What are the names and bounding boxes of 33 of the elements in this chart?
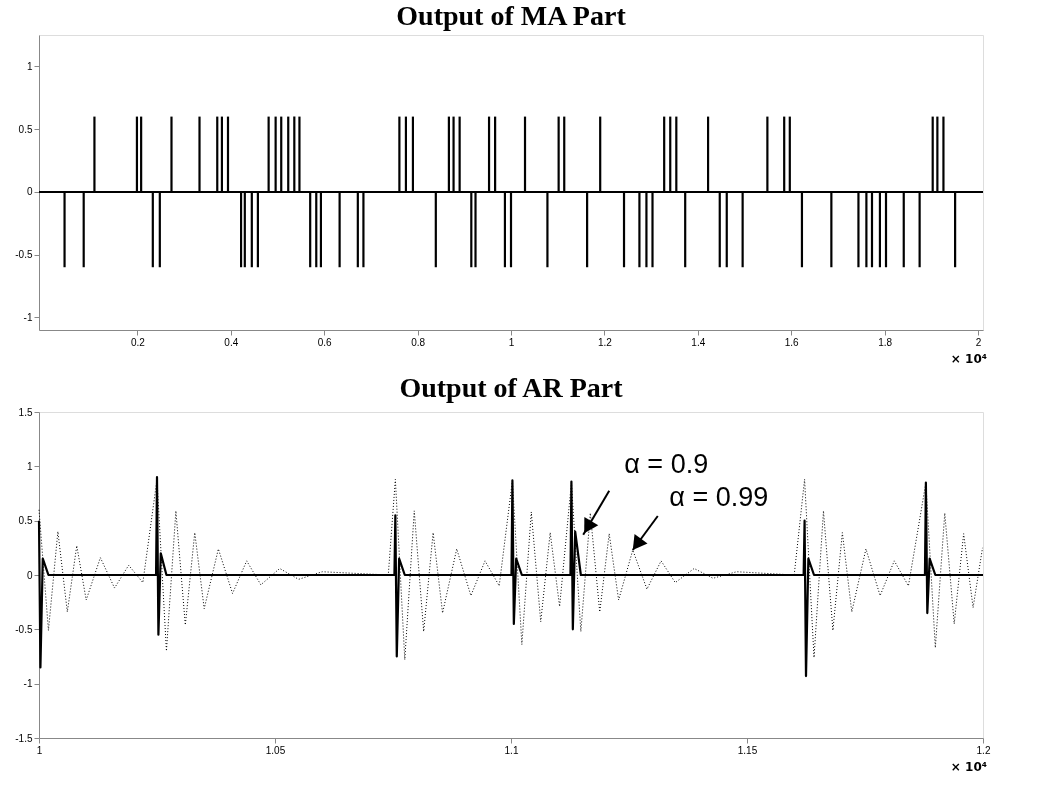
y-tick-label: 1 <box>26 60 33 72</box>
x-tick-label: 1.1 <box>504 744 519 756</box>
text: × 10⁴ <box>950 352 987 366</box>
y-tick-label: -1.5 <box>15 732 33 744</box>
x-tick-label: 1.2 <box>976 744 991 756</box>
x-tick-label: 1.05 <box>265 744 286 756</box>
x-tick-label: 1.4 <box>691 336 706 348</box>
y-tick-label: -1 <box>23 678 33 690</box>
x-tick-label: 0.4 <box>224 336 239 348</box>
x-tick-label: 1.15 <box>737 744 758 756</box>
x-tick-label: 1.8 <box>878 336 893 348</box>
chart-title: Output of AR Part <box>399 372 624 403</box>
annotation: α = 0.9 <box>624 448 709 479</box>
x-tick-label: 1 <box>508 336 515 348</box>
y-tick-label: 1.5 <box>18 406 33 418</box>
x-tick-label: 0.8 <box>411 336 426 348</box>
x-tick-label: 1 <box>36 744 43 756</box>
y-tick-label: -0.5 <box>15 249 33 261</box>
y-tick-label: 0.5 <box>18 515 33 527</box>
y-tick-label: -1 <box>23 311 33 323</box>
x-tick-label: 0.6 <box>317 336 333 348</box>
x-tick-label: 0.2 <box>130 336 146 348</box>
y-tick-label: 1 <box>26 460 33 472</box>
x-tick-label: 1.6 <box>784 336 800 348</box>
text: × 10⁴ <box>950 760 987 774</box>
x-tick-label: 1.2 <box>597 336 613 348</box>
y-tick-label: 0.5 <box>18 123 33 135</box>
x-tick-label: 2 <box>975 336 982 348</box>
y-tick-label: 0 <box>26 569 33 581</box>
annotation: α = 0.99 <box>669 482 769 513</box>
chart-title: Output of MA Part <box>396 0 627 31</box>
y-tick-label: 0 <box>26 186 33 198</box>
y-tick-label: -0.5 <box>15 623 33 635</box>
